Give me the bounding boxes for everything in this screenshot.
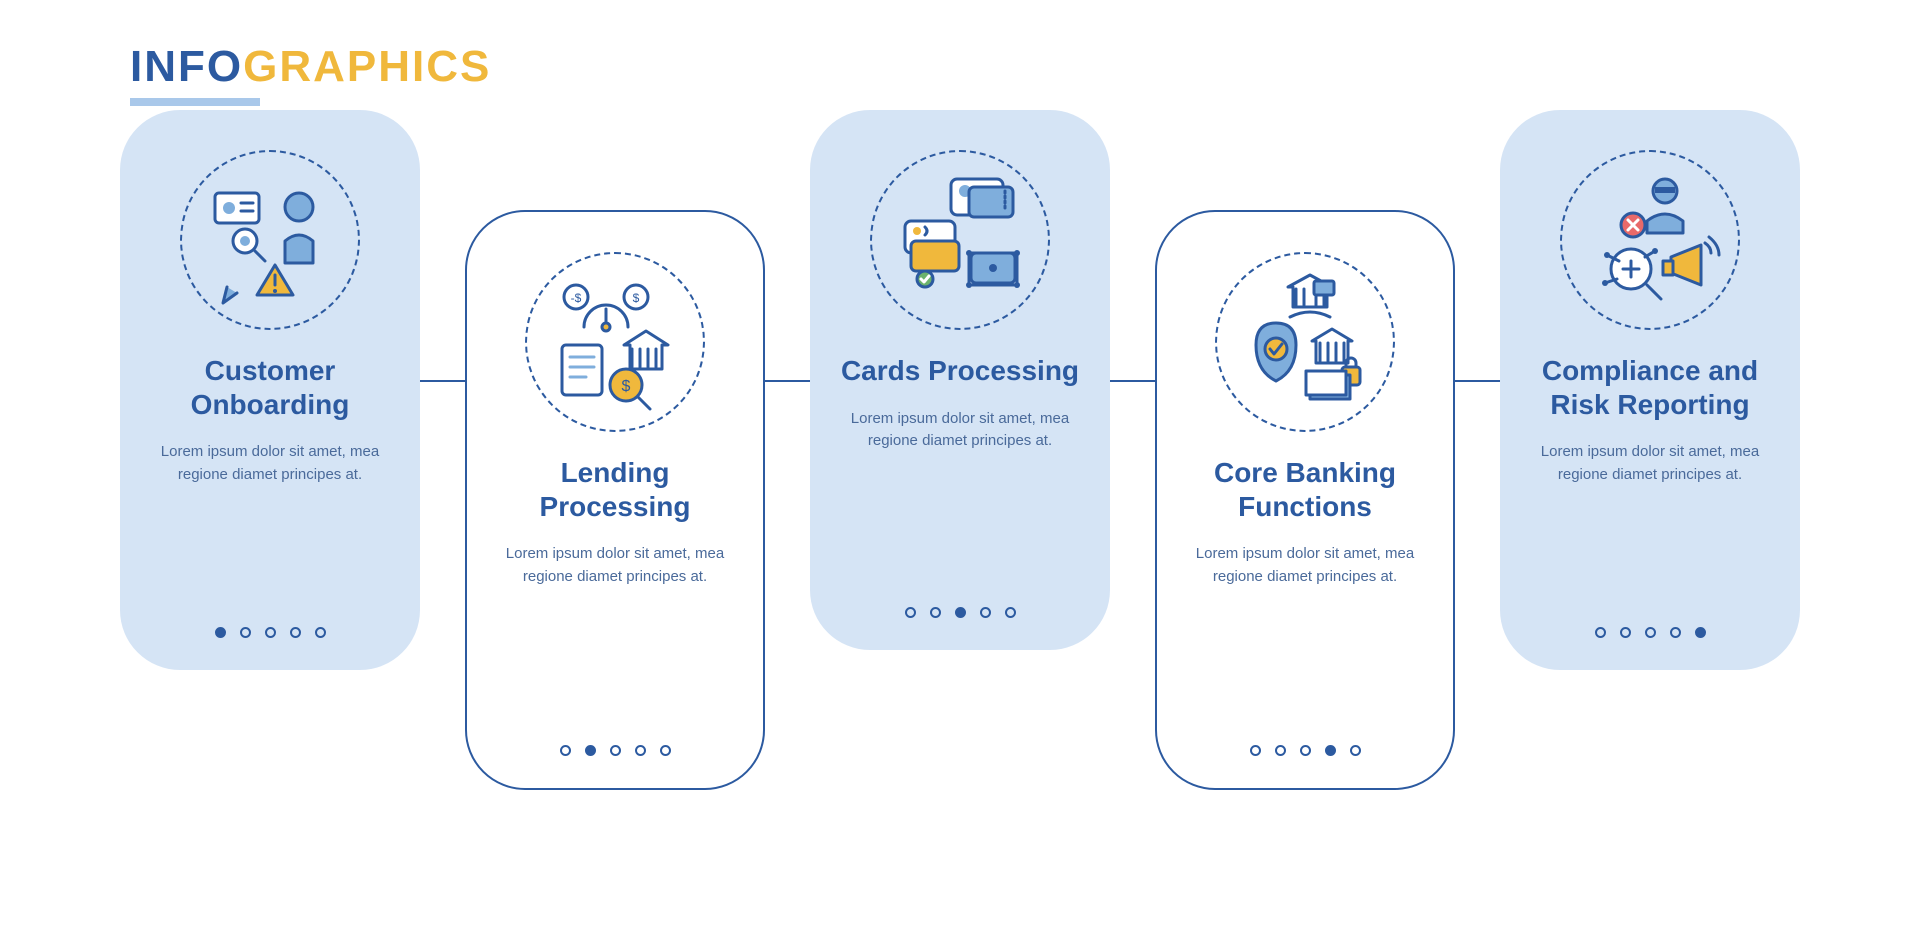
dot	[1695, 627, 1706, 638]
dot	[635, 745, 646, 756]
title-part-2: GRAPHICS	[243, 42, 491, 91]
dot	[265, 627, 276, 638]
pagination-dots	[905, 607, 1016, 618]
info-card-2: Cards Processing Lorem ipsum dolor sit am…	[810, 110, 1110, 650]
dot	[585, 745, 596, 756]
title-part-1: INFO	[130, 42, 243, 91]
dot	[1645, 627, 1656, 638]
dot	[1275, 745, 1286, 756]
dot	[955, 607, 966, 618]
pagination-dots	[1595, 627, 1706, 638]
svg-text:-$: -$	[571, 291, 582, 305]
title-underline	[130, 98, 260, 106]
dot	[1670, 627, 1681, 638]
dot	[1325, 745, 1336, 756]
dot	[905, 607, 916, 618]
card-body: Lorem ipsum dolor sit amet, mea regione …	[495, 543, 735, 588]
lending-icon: -$ $ $	[525, 252, 705, 432]
card-body: Lorem ipsum dolor sit amet, mea regione …	[838, 408, 1082, 453]
pagination-dots	[560, 745, 671, 756]
header: INFOGRAPHICS	[130, 42, 491, 106]
info-card-4: Compliance and Risk Reporting Lorem ipsum…	[1500, 110, 1800, 670]
banking-icon	[1215, 252, 1395, 432]
card-body: Lorem ipsum dolor sit amet, mea regione …	[1528, 441, 1772, 486]
card-title: Compliance and Risk Reporting	[1528, 354, 1772, 421]
dot	[315, 627, 326, 638]
dot	[610, 745, 621, 756]
card-title: Lending Processing	[495, 456, 735, 523]
card-body: Lorem ipsum dolor sit amet, mea regione …	[1185, 543, 1425, 588]
dot	[215, 627, 226, 638]
card-title: Core Banking Functions	[1185, 456, 1425, 523]
pagination-dots	[1250, 745, 1361, 756]
info-card-3: Core Banking Functions Lorem ipsum dolor …	[1155, 210, 1455, 790]
dot	[930, 607, 941, 618]
dot	[1300, 745, 1311, 756]
info-card-0: Customer Onboarding Lorem ipsum dolor sit…	[120, 110, 420, 670]
compliance-icon	[1560, 150, 1740, 330]
card-body: Lorem ipsum dolor sit amet, mea regione …	[148, 441, 392, 486]
onboarding-icon	[180, 150, 360, 330]
dot	[660, 745, 671, 756]
cards-icon	[870, 150, 1050, 330]
card-title: Customer Onboarding	[148, 354, 392, 421]
svg-text:$: $	[622, 378, 631, 395]
dot	[290, 627, 301, 638]
dot	[1005, 607, 1016, 618]
card-title: Cards Processing	[841, 354, 1079, 388]
info-card-1: -$ $ $ Lending Processing Lorem ipsum dol…	[465, 210, 765, 790]
dot	[560, 745, 571, 756]
dot	[980, 607, 991, 618]
dot	[1620, 627, 1631, 638]
svg-text:$: $	[633, 291, 640, 305]
pagination-dots	[215, 627, 326, 638]
dot	[1595, 627, 1606, 638]
dot	[1350, 745, 1361, 756]
cards-row: Customer Onboarding Lorem ipsum dolor sit…	[120, 110, 1800, 790]
page-title: INFOGRAPHICS	[130, 42, 491, 92]
dot	[1250, 745, 1261, 756]
dot	[240, 627, 251, 638]
